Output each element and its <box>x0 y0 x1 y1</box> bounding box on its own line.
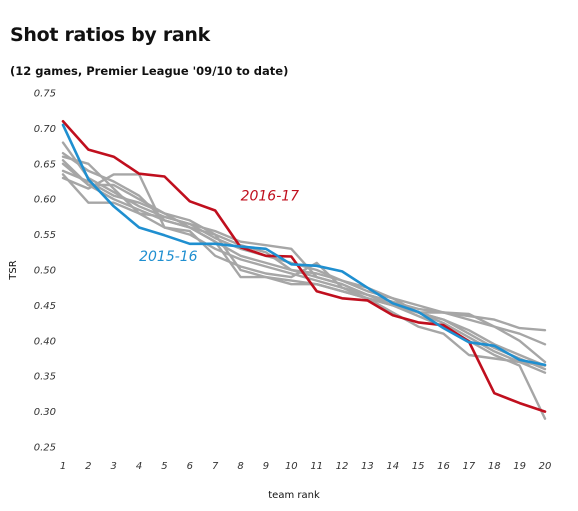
y-axis-ticks: 0.25 0.30 0.35 0.40 0.45 0.50 0.55 0.60 0.65 0.70… <box>34 89 56 454</box>
y-tick-label: 0.35 <box>34 372 56 383</box>
series-layer <box>61 120 547 420</box>
x-tick-label: 8 <box>237 461 243 472</box>
y-tick-label: 0.55 <box>34 230 56 241</box>
y-tick-label: 0.45 <box>34 301 56 312</box>
x-tick-label: 16 <box>437 461 450 472</box>
y-tick-label: 0.25 <box>34 443 56 454</box>
x-tick-label: 7 <box>212 461 219 472</box>
x-axis-label: team rank <box>268 490 320 501</box>
x-tick-label: 4 <box>136 461 142 472</box>
chart-title: Shot ratios by rank <box>10 24 210 46</box>
annotation-layer: 2016-17 2015-16 <box>139 189 299 265</box>
x-tick-label: 2 <box>85 461 91 472</box>
x-tick-label: 14 <box>386 461 399 472</box>
series-line-2 <box>61 152 547 332</box>
y-tick-label: 0.70 <box>34 124 56 135</box>
x-tick-label: 3 <box>111 461 117 472</box>
series-line-5 <box>61 173 547 367</box>
series-line-7 <box>61 162 547 367</box>
annotation-2015-16: 2015-16 <box>139 249 198 265</box>
x-tick-label: 9 <box>263 461 269 472</box>
x-tick-label: 5 <box>161 461 167 472</box>
y-tick-label: 0.50 <box>34 266 56 277</box>
y-tick-label: 0.40 <box>34 336 56 347</box>
x-tick-label: 18 <box>488 461 501 472</box>
y-tick-label: 0.30 <box>34 407 56 418</box>
chart-subtitle: (12 games, Premier League '09/10 to date… <box>10 64 289 78</box>
x-tick-label: 12 <box>336 461 349 472</box>
x-tick-label: 11 <box>310 461 323 472</box>
series-line-3 <box>61 155 547 371</box>
x-tick-label: 1 <box>60 461 66 472</box>
x-tick-label: 6 <box>187 461 193 472</box>
series-line-4 <box>61 159 547 374</box>
y-tick-label: 0.60 <box>34 195 56 206</box>
series-line-2015-16 <box>61 123 547 367</box>
x-tick-label: 13 <box>361 461 374 472</box>
x-tick-label: 10 <box>285 461 298 472</box>
x-axis-ticks: 1 2 3 4 5 6 7 8 9 10 11 12 13 14 15 16 17 18 19 20 <box>60 461 552 472</box>
y-tick-label: 0.65 <box>34 159 56 170</box>
series-line-1 <box>61 141 547 346</box>
x-tick-label: 17 <box>463 461 476 472</box>
x-tick-label: 20 <box>539 461 552 472</box>
x-tick-label: 15 <box>412 461 425 472</box>
annotation-2016-17: 2016-17 <box>241 189 300 205</box>
y-tick-label: 0.75 <box>34 89 56 100</box>
x-tick-label: 19 <box>513 461 526 472</box>
y-axis-label: TSR <box>8 260 19 280</box>
